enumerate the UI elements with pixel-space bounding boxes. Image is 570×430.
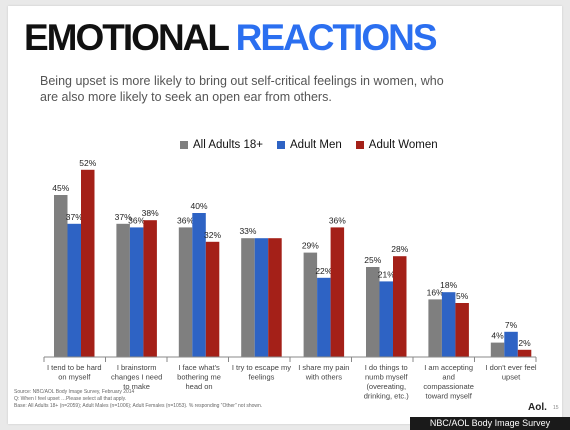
legend-swatch — [180, 141, 188, 149]
bar-adult-men-8 — [504, 331, 518, 357]
data-label-adult-women-8: 2% — [518, 338, 531, 348]
bar-all-adults-18-3 — [178, 227, 193, 357]
data-label-adult-women-3: 32% — [204, 230, 221, 240]
slide: EMOTIONAL REACTIONS — [8, 6, 562, 424]
data-label-all-adults-18-7: 16% — [427, 287, 444, 297]
data-label-all-adults-18-3: 36% — [177, 215, 194, 225]
category-label-2: I brainstorm changes I need to make — [111, 363, 162, 391]
legend-label: Adult Men — [290, 139, 342, 151]
page-number: 15 — [553, 405, 559, 411]
bar-all-adults-18-4 — [241, 238, 255, 357]
bar-adult-women-6 — [393, 256, 407, 357]
data-label-all-adults-18-2: 37% — [115, 212, 132, 222]
data-label-all-adults-18-8: 4% — [491, 331, 504, 341]
data-label-adult-men-3: 40% — [191, 201, 208, 211]
bar-all-adults-18-1 — [54, 195, 68, 357]
bar-all-adults-18-6 — [366, 267, 380, 357]
bar-adult-women-4 — [268, 238, 282, 357]
data-label-all-adults-18-4: 33% — [239, 226, 256, 236]
category-label-7: I am accepting and compassionate toward mys… — [423, 363, 473, 401]
data-label-adult-women-2: 38% — [142, 208, 159, 218]
bar-all-adults-18-7 — [428, 299, 442, 357]
legend-label: All Adults 18+ — [193, 139, 264, 151]
legend-swatch — [277, 141, 286, 149]
data-label-all-adults-18-5: 29% — [302, 241, 319, 251]
legend-item-adult-women: Adult Women — [355, 139, 438, 151]
data-label-adult-men-2: 36% — [128, 215, 145, 225]
data-label-adult-men-7: 18% — [440, 280, 457, 290]
data-label-adult-men-8: 7% — [505, 320, 518, 330]
data-label-all-adults-18-1: 45% — [52, 183, 69, 193]
data-label-adult-women-7: 5% — [456, 291, 469, 301]
bar-adult-men-3 — [192, 213, 206, 357]
bar-adult-women-1 — [81, 169, 95, 357]
data-label-adult-women-5: 36% — [329, 215, 346, 225]
data-label-adult-women-6: 28% — [391, 244, 408, 254]
bar-adult-women-2 — [143, 220, 157, 357]
category-label-8: I don't ever feel upset — [486, 363, 537, 382]
footnote-source: Source: NBC/AOL Body Image Survey, Febru… — [14, 389, 135, 395]
legend-item-all-adults-18: All Adults 18+ — [180, 139, 263, 151]
category-label-3: I face what's bothering me head on — [177, 363, 221, 391]
aol-logo: Aol. — [528, 402, 547, 413]
data-label-adult-men-1: 37% — [66, 212, 83, 222]
title-part-emotional: EMOTIONAL — [24, 17, 236, 58]
bar-all-adults-18-2 — [116, 223, 130, 357]
image-credit: NBC/AOL Body Image Survey — [410, 417, 570, 430]
data-label-all-adults-18-6: 25% — [364, 255, 381, 265]
data-label-adult-women-1: 52% — [79, 158, 96, 168]
slide-title: EMOTIONAL REACTIONS — [24, 17, 438, 58]
footnote-question: Q: When I feel upset …Please select all … — [14, 396, 127, 402]
bar-adult-men-6 — [379, 281, 393, 357]
category-label-5: I share my pain with others — [298, 363, 349, 382]
category-label-1: I tend to be hard on myself — [47, 363, 102, 382]
bar-adult-men-5 — [317, 277, 331, 357]
footnote-base: Base: All Adults 18+ (n=2059); Adult Mal… — [14, 403, 263, 409]
data-label-adult-men-5: 22% — [315, 266, 332, 276]
bar-adult-men-1 — [67, 223, 81, 357]
chart-legend: All Adults 18+ Adult Men Adult Women — [180, 139, 438, 151]
slide-subtitle: Being upset is more likely to bring out … — [40, 74, 444, 104]
bar-all-adults-18-5 — [303, 252, 318, 357]
bar-adult-men-4 — [254, 238, 269, 357]
legend-label: Adult Women — [368, 139, 438, 151]
bar-adult-men-2 — [129, 227, 144, 357]
footnote: Source: NBC/AOL Body Image Survey, Febru… — [14, 389, 444, 410]
bar-adult-women-3 — [205, 241, 220, 357]
bar-adult-women-8 — [517, 349, 532, 357]
data-label-adult-men-6: 21% — [378, 269, 395, 279]
bar-adult-men-7 — [441, 292, 456, 357]
bar-adult-women-7 — [455, 303, 469, 357]
legend-swatch — [355, 141, 364, 149]
title-part-reactions: REACTIONS — [235, 17, 438, 58]
category-label-6: I do things to numb myself (overeating, dri… — [364, 363, 410, 401]
category-label-4: I try to escape my feelings — [232, 363, 291, 382]
bar-all-adults-18-8 — [490, 342, 505, 357]
bar-adult-women-5 — [330, 227, 345, 357]
legend-item-adult-men: Adult Men — [277, 139, 342, 151]
